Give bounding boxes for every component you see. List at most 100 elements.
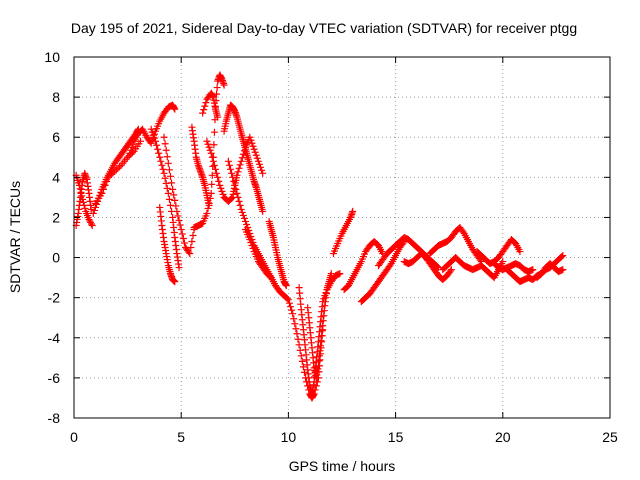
data-point [186, 250, 194, 258]
y-tick-label: -2 [48, 290, 61, 306]
data-point [235, 164, 243, 172]
data-point [447, 266, 455, 274]
data-point [285, 299, 293, 307]
data-point [247, 239, 255, 247]
data-point [200, 106, 208, 114]
data-point [161, 174, 169, 182]
data-point [529, 266, 537, 274]
data-point [251, 148, 259, 156]
data-point [177, 225, 185, 233]
data-point [202, 99, 210, 107]
data-point [108, 170, 116, 178]
data-point [109, 169, 117, 177]
data-point [90, 206, 98, 214]
data-point [204, 140, 212, 148]
y-tick-label: 10 [44, 49, 60, 65]
data-point [160, 169, 168, 177]
data-point [247, 136, 255, 144]
data-point [210, 141, 218, 149]
data-point [237, 157, 245, 165]
series-track-b [72, 171, 96, 229]
series-track-h [160, 133, 198, 258]
data-point [165, 166, 173, 174]
data-point [75, 181, 83, 189]
series-track-o [242, 225, 275, 282]
data-point [163, 153, 171, 161]
data-point [79, 198, 87, 206]
plot-frame [73, 56, 611, 419]
data-point [246, 236, 254, 244]
data-point [253, 154, 261, 162]
data-point [248, 242, 256, 250]
data-point [249, 245, 257, 253]
data-point [266, 273, 274, 281]
data-point [297, 352, 305, 360]
data-point [147, 125, 155, 133]
data-point [218, 187, 226, 195]
data-point [205, 143, 213, 151]
axis-ticks: 0 5 10 15 20 25 -8 -6 -4 -2 0 2 4 6 8 10 [44, 49, 618, 445]
y-tick-label: 8 [52, 89, 60, 105]
data-point [499, 258, 507, 266]
data-point [232, 185, 240, 193]
data-point [126, 149, 134, 157]
data-point [154, 145, 162, 153]
y-tick-label: 4 [52, 169, 60, 185]
data-point [147, 139, 155, 147]
data-point [116, 163, 124, 171]
data-point [153, 141, 161, 149]
data-point [168, 179, 176, 187]
data-point [161, 140, 169, 148]
data-point [236, 201, 244, 209]
data-point [298, 357, 306, 365]
data-point [206, 194, 214, 202]
y-tick-label: -6 [48, 370, 61, 386]
y-tick-label: -8 [48, 410, 61, 426]
data-point [85, 215, 93, 223]
data-point [267, 274, 275, 282]
x-tick-label: 25 [602, 429, 618, 445]
data-point [98, 189, 106, 197]
data-point [208, 153, 216, 161]
y-tick-label: 2 [52, 209, 60, 225]
data-point [203, 137, 211, 145]
data-point [239, 211, 247, 219]
data-point [289, 310, 297, 318]
data-point [559, 266, 567, 274]
data-point [234, 193, 242, 201]
series-track-f [147, 125, 183, 272]
data-point [299, 363, 307, 371]
data-point [213, 84, 221, 92]
data-point [206, 146, 214, 154]
data-point [386, 261, 394, 269]
data-point [160, 133, 168, 141]
data-point [243, 220, 251, 228]
data-point [215, 177, 223, 185]
data-point [163, 184, 171, 192]
data-point [207, 149, 215, 157]
data-point [224, 157, 232, 165]
data-point [157, 157, 165, 165]
data-point [248, 139, 256, 147]
chart-title: Day 195 of 2021, Sidereal Day-to-day VTE… [71, 20, 577, 36]
data-point [327, 270, 335, 278]
series-track-g [156, 203, 179, 286]
data-point [111, 167, 119, 175]
data-point [290, 315, 298, 323]
data-point [228, 169, 236, 177]
data-point [217, 184, 225, 192]
y-tick-label: 6 [52, 129, 60, 145]
data-point [86, 217, 94, 225]
data-point [87, 218, 95, 226]
data-point [209, 157, 217, 165]
data-point [87, 205, 95, 213]
series-track-u [357, 238, 408, 306]
data-point [103, 177, 111, 185]
series-track-r [304, 270, 335, 382]
grid-lines [74, 57, 610, 418]
data-point [259, 169, 267, 177]
data-point [158, 161, 166, 169]
data-point [207, 189, 215, 197]
series-track-s [329, 207, 357, 258]
data-point [446, 267, 454, 275]
